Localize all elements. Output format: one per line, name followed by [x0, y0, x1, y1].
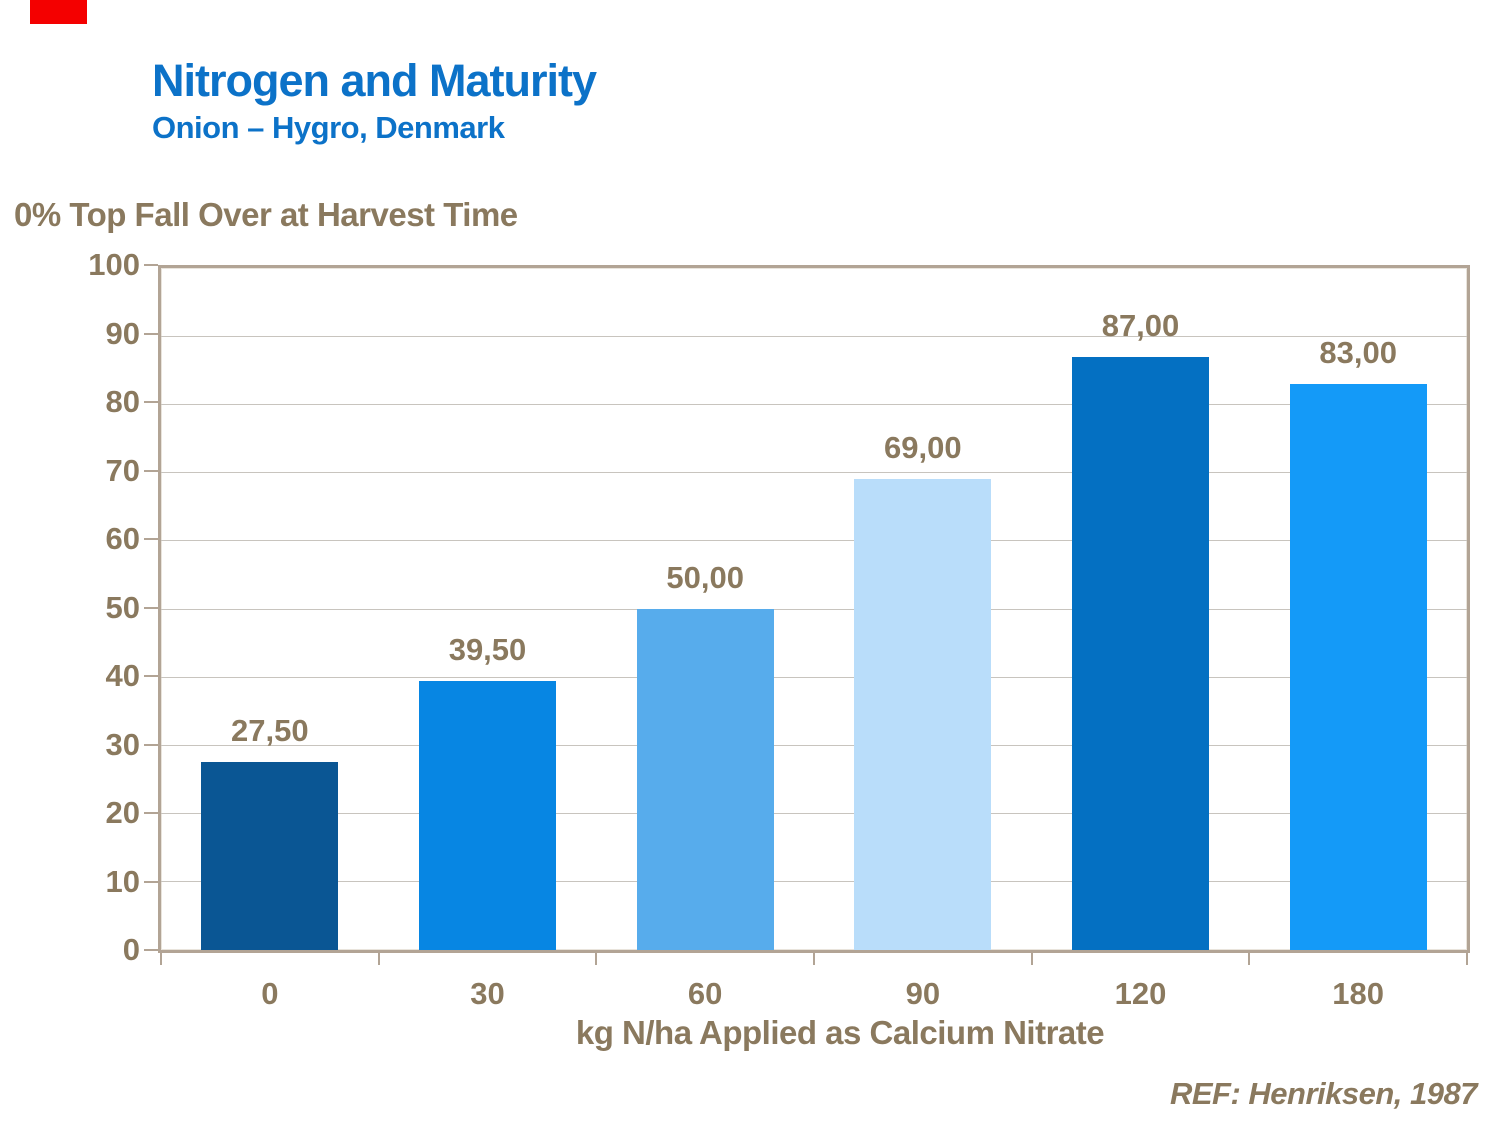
y-tick	[144, 812, 158, 814]
chart-subtitle: Onion – Hygro, Denmark	[152, 110, 505, 145]
bar-value-label: 87,00	[1101, 307, 1180, 343]
bar	[854, 479, 992, 950]
y-tick	[144, 469, 158, 472]
gridline	[161, 676, 1467, 678]
bar	[419, 680, 556, 950]
y-tick-label: 90	[105, 315, 140, 351]
y-tick-label: 10	[105, 863, 140, 899]
y-tick	[144, 264, 158, 266]
y-axis-label: 0% Top Fall Over at Harvest Time	[14, 196, 518, 233]
y-tick	[144, 949, 158, 951]
gridline	[161, 403, 1467, 405]
gridline	[161, 540, 1467, 542]
bar-value-label: 39,50	[448, 631, 527, 667]
y-tick-label: 100	[88, 247, 140, 282]
bar	[636, 609, 774, 950]
bar-value-label: 69,00	[884, 430, 962, 466]
y-tick-label: 20	[105, 795, 140, 830]
gridline	[161, 335, 1467, 337]
x-axis-title: kg N/ha Applied as Calcium Nitrate	[575, 1014, 1105, 1051]
bar	[1289, 383, 1427, 950]
x-tick	[1466, 953, 1468, 965]
x-tick	[595, 953, 598, 965]
y-tick	[144, 401, 158, 403]
x-tick	[813, 953, 815, 965]
bar-value-label: 83,00	[1319, 334, 1397, 370]
y-tick-label: 0	[122, 932, 140, 967]
y-tick-label: 60	[105, 521, 140, 556]
x-tick-label: 0	[261, 976, 279, 1011]
gridline	[161, 472, 1467, 474]
bar-value-label: 50,00	[666, 560, 744, 595]
x-tick-label: 30	[470, 976, 505, 1011]
red-corner-marker	[30, 0, 87, 24]
x-tick-label: 60	[687, 976, 723, 1011]
y-tick-label: 50	[105, 589, 140, 625]
y-tick-label: 80	[105, 384, 140, 419]
x-tick	[1248, 953, 1251, 965]
plot-area	[158, 265, 1470, 953]
bar	[201, 762, 339, 950]
x-tick-label: 90	[905, 976, 941, 1011]
bar-value-label: 27,50	[231, 713, 309, 749]
chart-title: Nitrogen and Maturity	[152, 55, 597, 106]
x-tick	[160, 953, 162, 965]
y-tick	[144, 606, 158, 609]
x-tick	[1030, 953, 1033, 965]
reference-text: REF: Henriksen, 1987	[1169, 1076, 1478, 1111]
y-tick-label: 70	[105, 452, 140, 488]
y-tick	[144, 538, 158, 540]
bar	[1072, 356, 1209, 950]
x-tick-label: 180	[1332, 976, 1385, 1011]
y-tick	[144, 675, 158, 677]
x-tick	[377, 953, 380, 965]
gridline	[161, 881, 1467, 883]
y-tick-label: 40	[105, 658, 140, 693]
y-tick	[144, 880, 158, 883]
y-tick	[144, 332, 158, 335]
gridline	[161, 744, 1467, 746]
y-tick	[144, 743, 158, 746]
gridline	[161, 813, 1467, 815]
y-tick-label: 30	[105, 726, 140, 762]
x-tick-label: 120	[1114, 976, 1167, 1011]
gridline	[161, 608, 1467, 610]
